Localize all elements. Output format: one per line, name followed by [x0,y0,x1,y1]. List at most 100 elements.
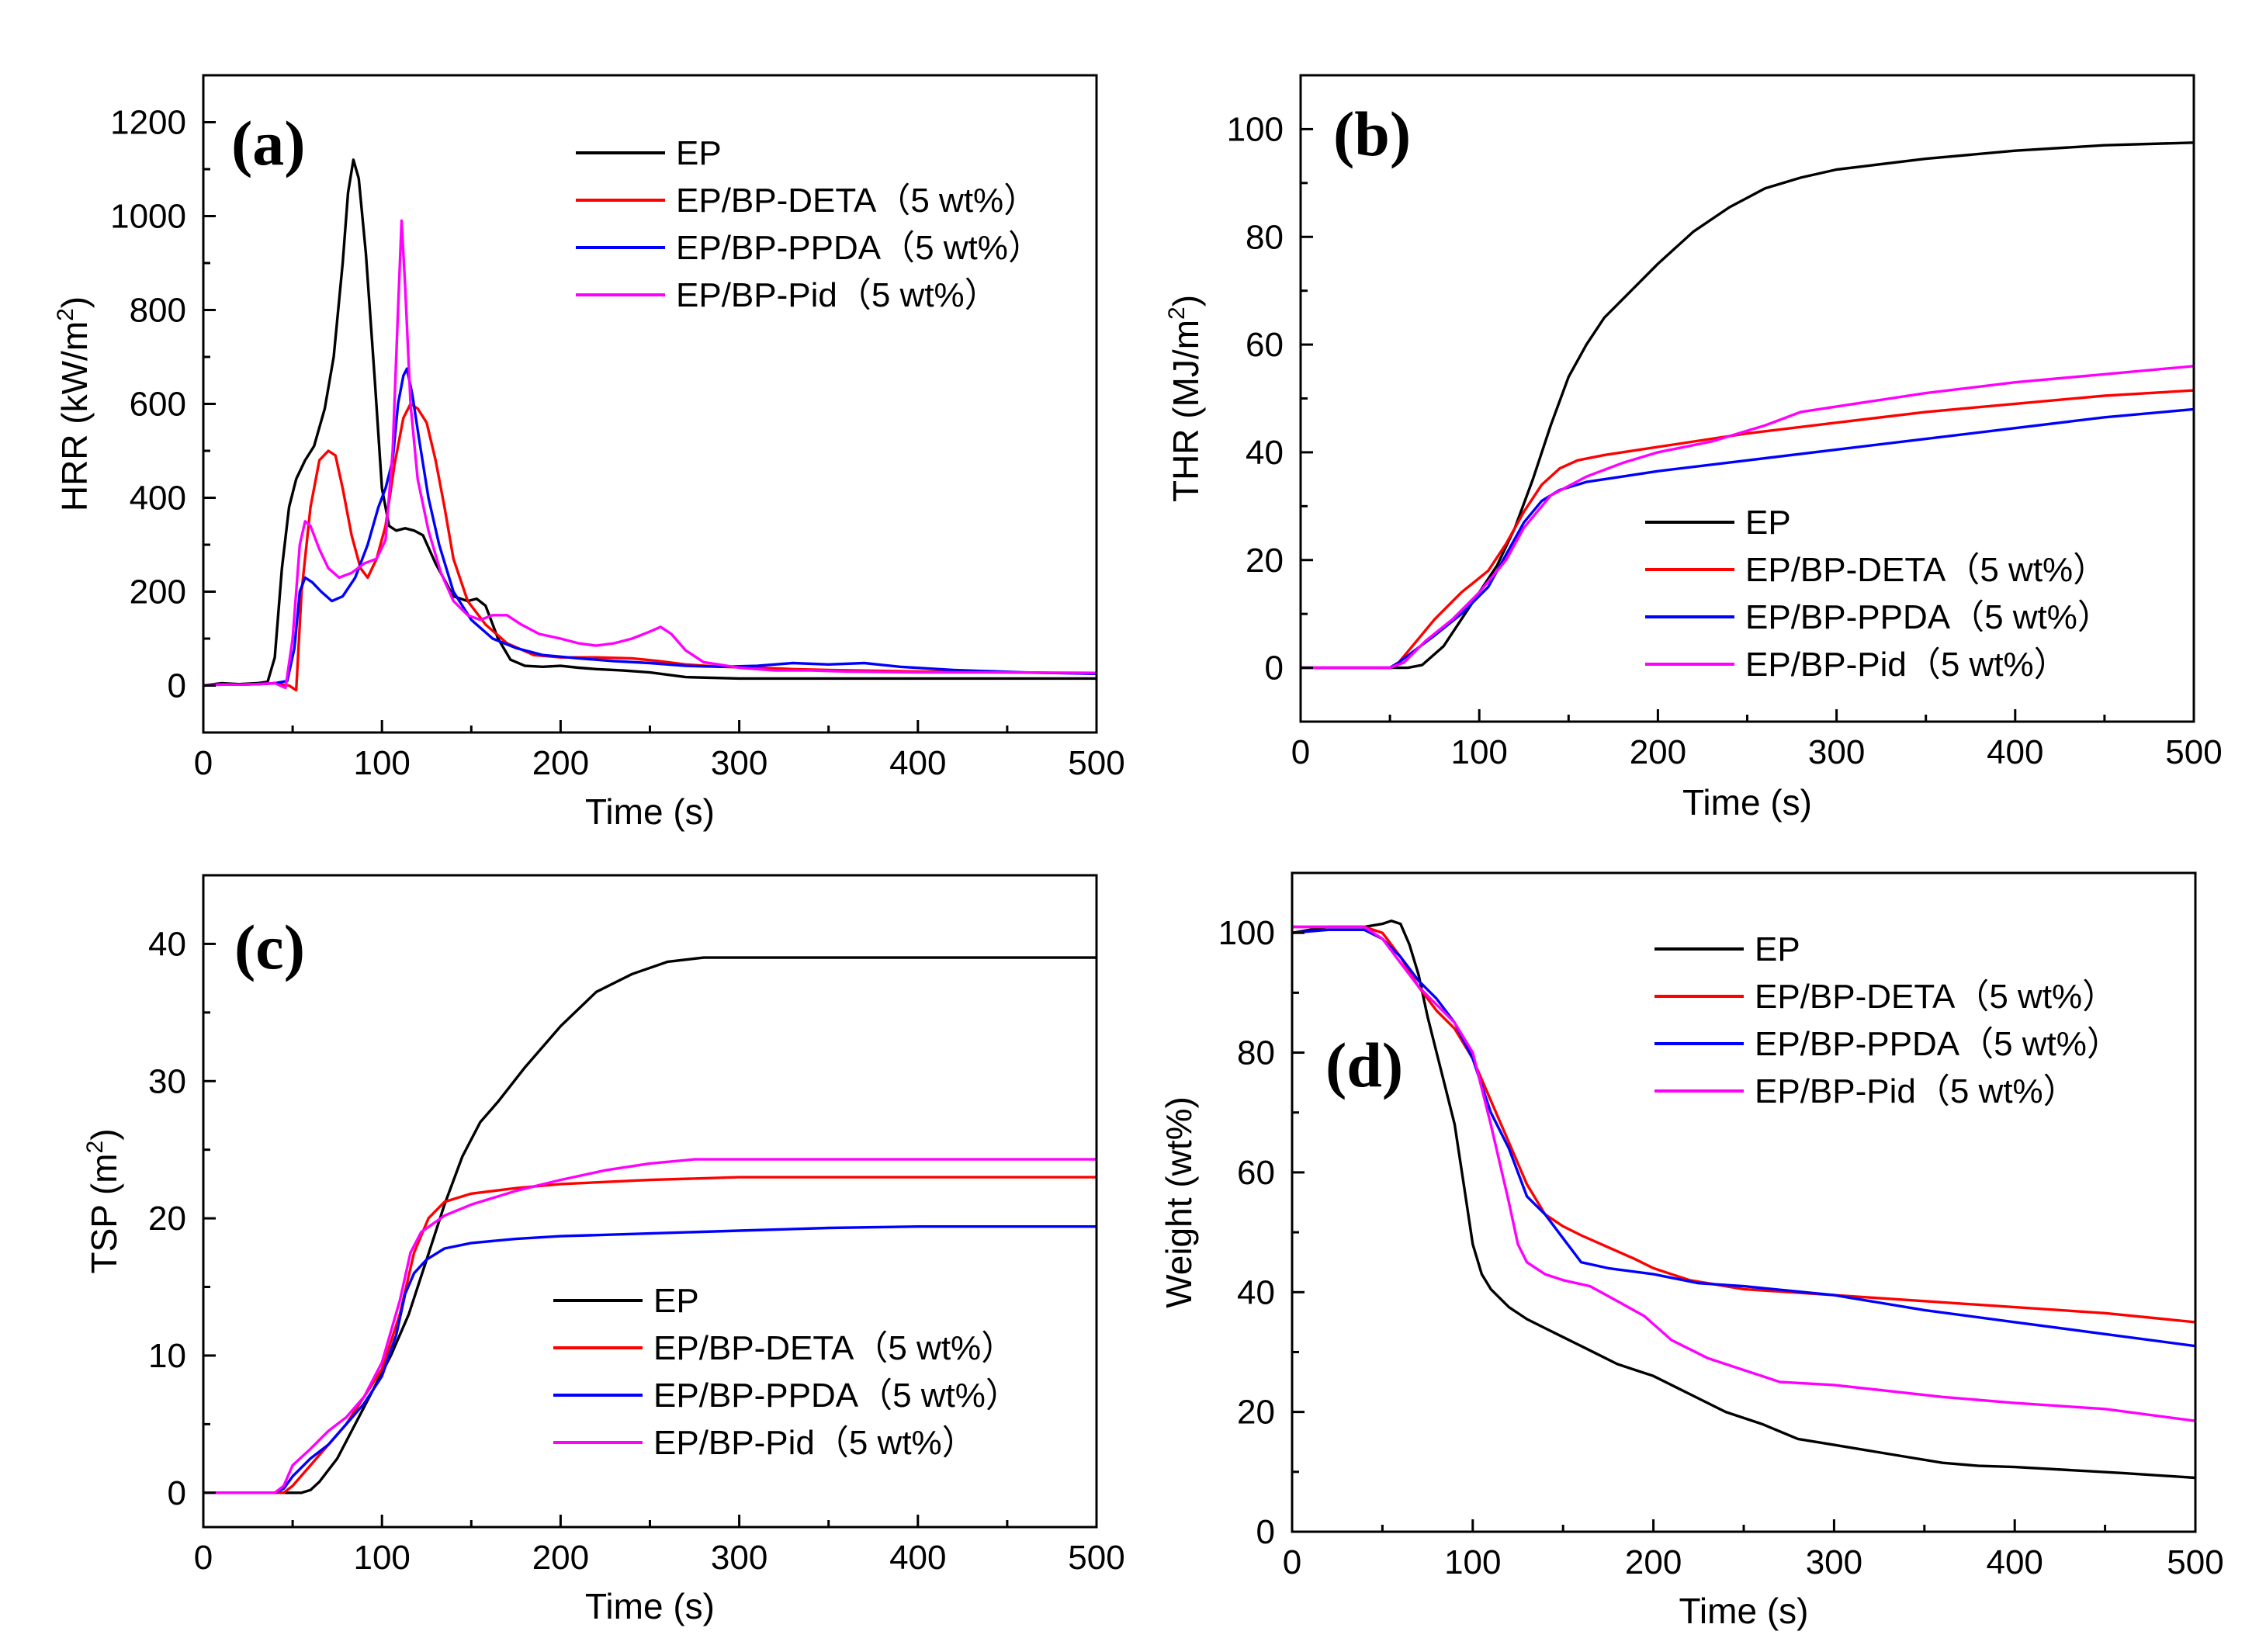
legend-entry: EP [676,134,722,172]
legend-entry: EP/BP-DETA（5 wt%） [1755,978,2116,1016]
legend-entry: EP/BP-DETA（5 wt%） [676,182,1038,220]
x-tick-label: 500 [1068,744,1124,782]
y-tick-label: 20 [1246,542,1284,580]
y-axis-label: TSP (m2) [82,1128,124,1273]
y-tick-label: 60 [1237,1154,1275,1192]
legend-entry: EP/BP-PPDA（5 wt%） [1755,1025,2121,1063]
x-tick-label: 500 [2167,1543,2223,1581]
y-tick-label: 0 [1265,649,1284,687]
series-line-0 [203,956,1097,1494]
x-tick-label: 200 [532,744,589,782]
y-tick-label: 20 [148,1200,186,1238]
y-tick-label: 20 [1237,1394,1275,1432]
x-tick-label: 100 [1444,1543,1501,1581]
y-axis-label: THR (MJ/m2) [1164,295,1206,502]
panel-label: (d) [1325,1030,1403,1100]
y-tick-label: 80 [1237,1034,1275,1072]
y-tick-label: 30 [148,1062,186,1100]
legend-entry: EP/BP-Pid（5 wt%） [1755,1072,2077,1110]
legend-entry: EP/BP-Pid（5 wt%） [676,276,999,314]
panel-label: (a) [231,108,306,178]
panel-label: (c) [234,912,305,982]
x-tick-label: 300 [711,744,767,782]
panel-b: 0 100 200 300 400 500 0 20 40 60 80 100 Time (s) THR … [1164,74,2223,823]
legend: EP EP/BP-DETA（5 wt%） EP/BP-PPDA（5 wt%） EP/B… [553,1282,1020,1462]
series-line-3 [1292,925,2195,1422]
series-line-2 [1292,928,2195,1348]
legend: EP EP/BP-DETA（5 wt%） EP/BP-PPDA（5 wt%） EP/B… [1654,930,2121,1110]
x-tick-label: 400 [1986,1543,2043,1581]
y-tick-label: 800 [130,292,186,330]
x-tick-label: 0 [1291,733,1310,771]
legend-entry: EP/BP-PPDA（5 wt%） [653,1377,1020,1415]
y-tick-label: 10 [148,1337,186,1375]
y-tick-label: 80 [1246,218,1284,256]
series-line-3 [1301,365,2194,670]
x-tick-label: 400 [889,744,946,782]
x-tick-label: 300 [1806,1543,1862,1581]
x-tick-label: 400 [1987,733,2043,771]
series-line-2 [203,1225,1097,1494]
y-tick-label: 200 [130,573,186,611]
panel-d: 0 100 200 300 400 500 0 20 40 60 80 100 Time (s) Weig… [1159,871,2224,1631]
series-line-2 [1301,407,2194,670]
x-tick-label: 300 [1808,733,1865,771]
x-axis-label: Time (s) [585,1586,715,1626]
panel-label: (b) [1333,99,1411,169]
y-tick-label: 1000 [110,198,186,236]
legend: EP EP/BP-DETA（5 wt%） EP/BP-PPDA（5 wt%） EP/B… [576,134,1042,314]
legend-entry: EP/BP-Pid（5 wt%） [1745,646,2068,684]
y-tick-label: 40 [1246,434,1284,472]
series-line-0 [1292,920,2195,1480]
legend-entry: EP/BP-Pid（5 wt%） [653,1424,976,1462]
y-tick-label: 40 [1237,1273,1275,1311]
x-tick-label: 200 [1625,1543,1682,1581]
x-tick-label: 100 [353,744,410,782]
y-tick-label: 0 [168,667,186,705]
legend-entry: EP [653,1282,699,1320]
y-tick-label: 400 [130,480,186,518]
y-tick-label: 1200 [110,104,186,142]
series-line-1 [203,402,1097,692]
plot-frame [1291,871,2197,1533]
x-tick-label: 200 [532,1539,589,1577]
legend-entry: EP/BP-DETA（5 wt%） [1745,551,2107,589]
y-tick-label: 40 [148,925,186,963]
legend-entry: EP/BP-DETA（5 wt%） [653,1329,1015,1367]
y-tick-label: 60 [1246,326,1284,364]
y-tick-label: 100 [1218,914,1275,952]
x-tick-label: 500 [1068,1539,1124,1577]
y-tick-label: 600 [130,386,186,424]
y-axis-label: Weight (wt%) [1159,1096,1199,1308]
x-tick-label: 0 [194,1539,213,1577]
panel-a: 0 100 200 300 400 500 0 200 400 600 800 1000 1200 Tim… [53,74,1125,832]
x-tick-label: 100 [1450,733,1507,771]
legend: EP EP/BP-DETA（5 wt%） EP/BP-PPDA（5 wt%） EP/B… [1645,504,2112,684]
y-tick-label: 0 [1256,1513,1275,1551]
legend-entry: EP/BP-PPDA（5 wt%） [676,229,1042,267]
series-line-3 [203,219,1097,690]
y-tick-label: 0 [168,1474,186,1512]
plot-frame [202,74,1098,734]
x-tick-label: 400 [889,1539,946,1577]
x-tick-label: 0 [1283,1543,1301,1581]
series-line-3 [203,1158,1097,1494]
x-axis-label: Time (s) [585,791,715,832]
x-axis-label: Time (s) [1679,1591,1809,1631]
x-tick-label: 300 [711,1539,767,1577]
legend-entry: EP [1755,930,1800,968]
x-tick-label: 100 [353,1539,410,1577]
series-line-0 [203,158,1097,687]
y-tick-label: 100 [1227,110,1284,148]
legend-entry: EP/BP-PPDA（5 wt%） [1745,598,2112,636]
x-tick-label: 500 [2165,733,2222,771]
x-axis-label: Time (s) [1682,782,1812,823]
x-tick-label: 0 [194,744,213,782]
series-line-0 [1301,141,2194,670]
series-line-2 [203,367,1097,687]
x-tick-label: 200 [1630,733,1686,771]
y-axis-label: HRR (kW/m2) [53,296,95,511]
series-line-1 [1301,389,2194,670]
